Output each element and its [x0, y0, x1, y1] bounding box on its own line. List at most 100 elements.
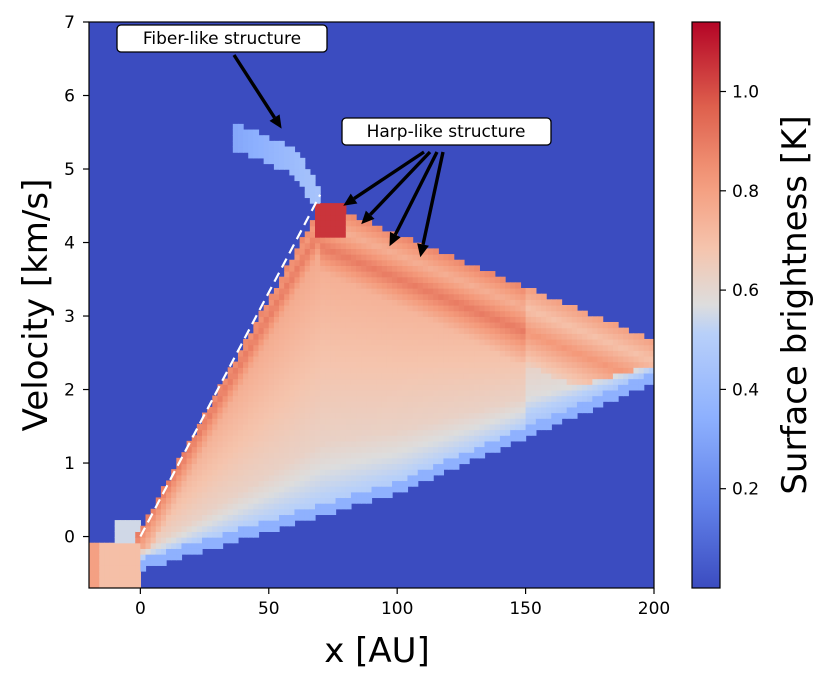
- heatmap-cell: [217, 395, 224, 402]
- heatmap-cell: [340, 384, 347, 391]
- heatmap-cell: [525, 429, 532, 436]
- heatmap-cell: [217, 401, 224, 408]
- heatmap-cell: [392, 271, 398, 278]
- heatmap-cell: [376, 457, 383, 465]
- heatmap-cell: [407, 327, 414, 334]
- heatmap-cell: [592, 401, 599, 408]
- heatmap-cell: [402, 316, 409, 323]
- heatmap-cell: [392, 321, 398, 329]
- heatmap-cell: [397, 457, 403, 465]
- heatmap-cell: [438, 406, 445, 414]
- heatmap-cell: [561, 355, 568, 363]
- heatmap-cell: [371, 237, 378, 244]
- heatmap-cell: [315, 440, 321, 448]
- heatmap-cell: [309, 486, 316, 493]
- heatmap-cell: [474, 327, 480, 334]
- heatmap-cell: [186, 531, 193, 538]
- heatmap-cell: [150, 514, 157, 521]
- heatmap-cell: [155, 520, 162, 527]
- heatmap-cell: [299, 237, 306, 244]
- heatmap-cell: [263, 412, 270, 419]
- heatmap-cell: [458, 282, 465, 289]
- heatmap-cell: [407, 333, 414, 340]
- heatmap-cell: [546, 406, 552, 414]
- heatmap-cell: [371, 372, 378, 380]
- heatmap-cell: [407, 237, 414, 244]
- heatmap-cell: [463, 276, 470, 283]
- heatmap-cell: [196, 508, 203, 516]
- heatmap-cell: [273, 406, 280, 414]
- heatmap-cell: [294, 452, 301, 459]
- heatmap-cell: [345, 333, 352, 340]
- heatmap-cell: [474, 333, 480, 340]
- heatmap-cell: [289, 327, 296, 334]
- heatmap-cell: [345, 497, 352, 504]
- heatmap-cell: [412, 305, 419, 312]
- heatmap-cell: [263, 384, 270, 391]
- heatmap-cell: [186, 508, 193, 516]
- annotation-harp-like: Harp-like structure: [341, 117, 552, 146]
- heatmap-cell: [566, 378, 573, 385]
- heatmap-cell: [340, 293, 347, 300]
- heatmap-cell: [330, 231, 337, 238]
- heatmap-cell: [176, 520, 183, 527]
- arrow-head: [343, 193, 358, 206]
- heatmap-cell: [273, 525, 280, 532]
- heatmap-cell: [561, 316, 568, 323]
- heatmap-cell: [438, 344, 445, 351]
- heatmap-cell: [222, 429, 229, 436]
- heatmap-cell: [412, 406, 419, 414]
- heatmap-cell: [289, 435, 296, 442]
- heatmap-cell: [628, 355, 635, 363]
- heatmap-cell: [422, 384, 429, 391]
- heatmap-cell: [263, 321, 270, 329]
- heatmap-cell: [448, 435, 455, 442]
- heatmap-cell: [222, 395, 229, 402]
- heatmap-cell: [561, 327, 568, 334]
- heatmap-cell: [350, 412, 357, 419]
- heatmap-cell: [207, 469, 213, 476]
- heatmap-cell: [433, 395, 439, 402]
- heatmap-cell: [407, 480, 414, 487]
- heatmap-cell: [340, 491, 347, 499]
- heatmap-cell: [279, 338, 285, 346]
- heatmap-cell: [628, 344, 635, 351]
- heatmap-cell: [463, 293, 470, 300]
- heatmap-cell: [217, 520, 224, 527]
- heatmap-cell: [109, 554, 116, 561]
- heatmap-cell: [237, 435, 244, 442]
- heatmap-cell: [571, 350, 578, 357]
- heatmap-cell: [561, 310, 568, 317]
- heatmap-cell: [315, 288, 321, 295]
- heatmap-cell: [181, 537, 188, 544]
- heatmap-cell: [268, 333, 275, 340]
- heatmap-cell: [469, 338, 475, 346]
- heatmap-cell: [196, 531, 203, 538]
- heatmap-cell: [366, 418, 373, 425]
- heatmap-cell: [345, 350, 352, 357]
- heatmap-cell: [350, 480, 357, 487]
- heatmap-cell: [243, 401, 249, 408]
- heatmap-cell: [587, 401, 593, 408]
- heatmap-cell: [525, 338, 532, 346]
- heatmap-cell: [381, 440, 388, 448]
- heatmap-cell: [320, 327, 326, 334]
- heatmap-cell: [335, 259, 342, 266]
- heatmap-cell: [248, 486, 254, 493]
- heatmap-cell: [433, 344, 439, 351]
- heatmap-cell: [371, 225, 378, 233]
- heatmap-cell: [309, 463, 316, 470]
- heatmap-cell: [176, 525, 183, 532]
- heatmap-cell: [309, 191, 316, 199]
- heatmap-cell: [474, 288, 480, 295]
- heatmap-cell: [556, 378, 563, 385]
- heatmap-cell: [515, 401, 522, 408]
- heatmap-cell: [222, 401, 229, 408]
- heatmap-cell: [212, 412, 219, 419]
- heatmap-cell: [248, 457, 254, 465]
- heatmap-cell: [612, 327, 619, 334]
- heatmap-cell: [124, 565, 131, 572]
- heatmap-cell: [443, 452, 450, 459]
- heatmap-cell: [330, 372, 337, 380]
- heatmap-cell: [202, 508, 208, 516]
